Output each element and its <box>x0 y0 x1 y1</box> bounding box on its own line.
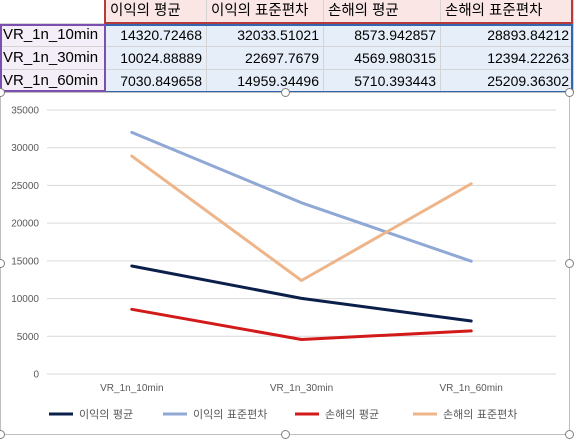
legend-label: 손해의 평균 <box>325 407 379 421</box>
y-tick-label: 30000 <box>11 143 39 154</box>
legend-label: 손해의 표준편차 <box>443 407 517 421</box>
resize-handle-middle-left[interactable] <box>0 259 5 268</box>
x-tick-label: VR_1n_30min <box>270 383 333 394</box>
series-line-3 <box>130 307 473 341</box>
series-line-2 <box>130 130 473 263</box>
x-tick-label: VR_1n_60min <box>439 383 502 394</box>
legend-label: 이익의 표준편차 <box>193 408 267 421</box>
header-cell-loss-mean[interactable]: 손해의 평균 <box>324 0 441 24</box>
table-cell[interactable]: 5710.393443 <box>324 70 441 93</box>
row-label-60min[interactable]: VR_1n_60min <box>0 70 106 93</box>
header-cell-profit-std[interactable]: 이익의 표준편차 <box>207 0 324 24</box>
row-label-10min[interactable]: VR_1n_10min <box>0 24 106 47</box>
resize-handle-top-right[interactable] <box>565 88 574 97</box>
line-chart[interactable]: 35000 30000 25000 20000 15000 10000 5000 0 VR_1n… <box>0 92 570 435</box>
table-cell[interactable]: 4569.980315 <box>324 47 441 70</box>
resize-handle-top-middle[interactable] <box>281 88 290 97</box>
x-tick-label: VR_1n_10min <box>100 383 163 394</box>
table-cell[interactable]: 22697.7679 <box>207 47 324 70</box>
header-cell-loss-std[interactable]: 손해의 표준편차 <box>441 0 574 24</box>
series-line-1 <box>130 264 473 323</box>
resize-handle-top-left[interactable] <box>0 88 5 97</box>
chart-plot-area: 35000 30000 25000 20000 15000 10000 5000 0 VR_1n… <box>11 106 556 421</box>
table-cell[interactable]: 12394.22263 <box>441 47 574 70</box>
spreadsheet-grid: 이익의 평균 이익의 표준편차 손해의 평균 손해의 표준편차 VR_1n_10… <box>0 0 574 95</box>
corner-cell[interactable] <box>0 0 106 24</box>
y-tick-label: 25000 <box>11 181 39 192</box>
resize-handle-bottom-middle[interactable] <box>281 430 290 439</box>
y-tick-label: 10000 <box>11 294 39 305</box>
table-cell[interactable]: 14320.72468 <box>106 24 207 47</box>
row-label-30min[interactable]: VR_1n_30min <box>0 47 106 70</box>
table-cell[interactable]: 7030.849658 <box>106 70 207 93</box>
y-tick-label: 15000 <box>11 256 39 267</box>
legend-label: 이익의 평균 <box>79 408 133 421</box>
table-cell[interactable]: 32033.51021 <box>207 24 324 47</box>
table-cell[interactable]: 28893.84212 <box>441 24 574 47</box>
y-tick-label: 0 <box>33 370 39 381</box>
y-tick-label: 20000 <box>11 219 39 230</box>
table-cell[interactable]: 14959.34496 <box>207 70 324 93</box>
resize-handle-bottom-right[interactable] <box>565 430 574 439</box>
header-cell-profit-mean[interactable]: 이익의 평균 <box>106 0 207 24</box>
table-cell[interactable]: 10024.88889 <box>106 47 207 70</box>
y-tick-label: 35000 <box>11 106 39 117</box>
resize-handle-bottom-left[interactable] <box>0 430 5 439</box>
resize-handle-middle-right[interactable] <box>565 259 574 268</box>
table-cell[interactable]: 25209.36302 <box>441 70 574 93</box>
table-cell[interactable]: 8573.942857 <box>324 24 441 47</box>
y-tick-label: 5000 <box>17 332 40 343</box>
series-line-4 <box>130 154 473 282</box>
